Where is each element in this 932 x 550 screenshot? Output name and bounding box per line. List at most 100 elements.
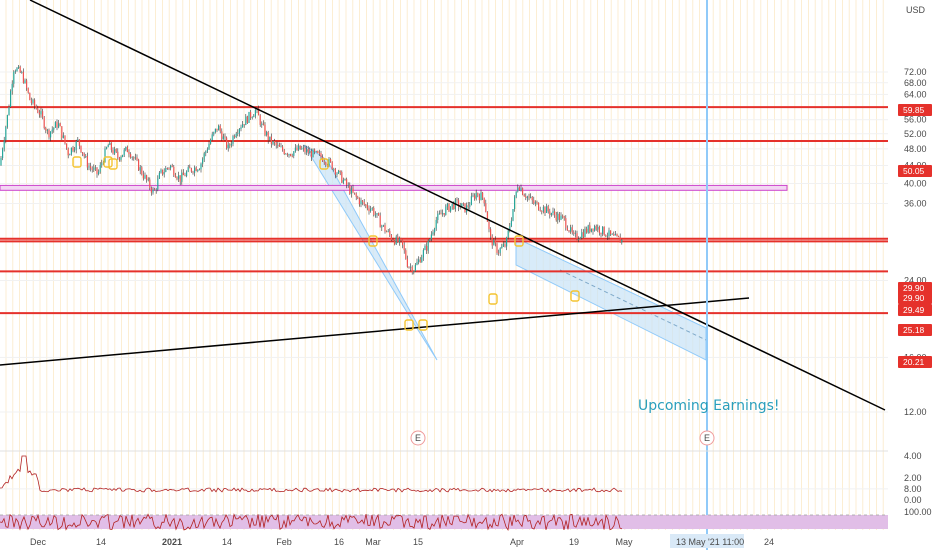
candle-body (494, 239, 496, 244)
candle-body (155, 189, 157, 191)
candle-body (576, 233, 578, 240)
pattern-marker (108, 158, 118, 170)
candle-body (232, 136, 234, 144)
candle-body (98, 171, 100, 174)
candle-body (501, 246, 503, 249)
candle-body (219, 125, 221, 132)
candle-body (275, 142, 277, 146)
candle-body (496, 243, 498, 253)
candle-body (226, 137, 228, 149)
candle-body (179, 175, 181, 182)
candle-body (502, 244, 504, 247)
candle-body (434, 228, 436, 233)
candle-body (578, 239, 580, 240)
candle-body (2, 149, 4, 159)
candle-body (242, 124, 244, 128)
candle-body (461, 203, 463, 207)
candle-body (277, 144, 279, 146)
candle-body (115, 149, 117, 152)
candle-body (558, 213, 560, 220)
candle-body (267, 132, 269, 141)
candle-body (27, 88, 29, 93)
candle-body (14, 71, 16, 72)
candle-body (574, 233, 576, 234)
candle-body (8, 107, 10, 115)
candle-body (216, 128, 218, 131)
candle-body (181, 172, 183, 182)
candle-body (384, 225, 386, 232)
candle-body (30, 100, 32, 103)
candle-body (206, 149, 208, 152)
candle-body (125, 146, 127, 150)
candle-body (354, 192, 356, 194)
candle-body (573, 232, 575, 234)
candle-body (91, 168, 93, 170)
candle-body (387, 230, 389, 232)
channel-zones (303, 144, 707, 361)
trend-lines (0, 0, 886, 411)
candle-body (58, 123, 60, 128)
candle-body (246, 116, 248, 123)
time-tick-label: 24 (764, 537, 774, 547)
candle-body (448, 203, 450, 212)
candle-body (400, 238, 402, 240)
candle-body (286, 153, 288, 156)
candle-body (498, 252, 500, 254)
candle-body (38, 112, 40, 115)
candle-body (237, 133, 239, 134)
candle-body (469, 205, 471, 207)
candle-body (408, 266, 410, 268)
candle-body (110, 142, 112, 151)
candle-body (589, 225, 591, 232)
candle-body (584, 228, 586, 237)
candle-body (389, 230, 391, 235)
candle-body (141, 167, 143, 175)
candle-body (46, 129, 48, 131)
candle-body (138, 159, 140, 171)
candle-body (435, 220, 437, 229)
price-tick-label: 12.00 (904, 407, 927, 417)
candle-body (550, 213, 552, 215)
candle-body (198, 169, 200, 171)
candle-body (35, 106, 37, 109)
candle-body (229, 144, 231, 146)
earnings-annotation: Upcoming Earnings! (638, 398, 780, 414)
candle-body (390, 235, 392, 240)
candle-body (555, 214, 557, 221)
pattern-marker (103, 156, 113, 168)
candle-body (117, 151, 119, 158)
candle-body (504, 244, 506, 247)
candle-body (446, 203, 448, 207)
candle-body (517, 187, 519, 192)
candle-body (621, 239, 623, 243)
candle-body (344, 179, 346, 180)
candle-body (563, 216, 565, 219)
candle-body (546, 206, 548, 213)
candle-body (293, 151, 295, 156)
candle-body (128, 152, 130, 155)
candle-body (370, 209, 372, 212)
candle-body (259, 115, 261, 125)
candle-body (485, 203, 487, 212)
candle-body (78, 139, 80, 146)
candle-body (200, 163, 202, 170)
candle-body (291, 155, 293, 157)
candle-body (150, 188, 152, 193)
candle-body (523, 194, 525, 197)
level-badge (898, 292, 932, 304)
candle-body (182, 172, 184, 176)
candle-body (86, 156, 88, 168)
candle-body (531, 196, 533, 201)
candle-body (106, 147, 108, 149)
candle-body (122, 154, 124, 157)
candle-body (53, 127, 55, 130)
candle-body (470, 196, 472, 205)
candle-body (310, 150, 312, 158)
candle-body (302, 147, 304, 149)
candle-body (587, 225, 589, 233)
candle-body (24, 80, 26, 83)
candle-body (154, 189, 156, 191)
time-cursor[interactable]: 13 May '21 11:00 (670, 0, 744, 550)
